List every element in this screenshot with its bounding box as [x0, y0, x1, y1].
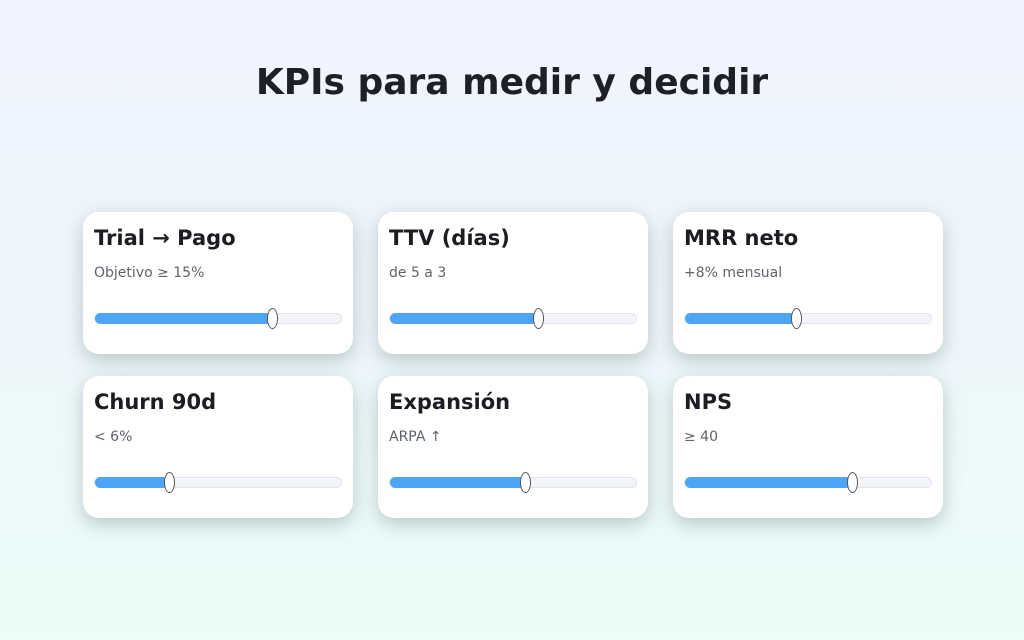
- kpi-subtitle: Objetivo ≥ 15%: [94, 265, 205, 281]
- slider-thumb[interactable]: [790, 308, 802, 329]
- kpi-grid: Trial → Pago Objetivo ≥ 15% TTV (días) de …: [83, 212, 943, 518]
- slider-thumb[interactable]: [520, 472, 532, 493]
- slider-fill: [390, 313, 538, 324]
- kpi-slider[interactable]: [389, 472, 637, 493]
- kpi-subtitle: ≥ 40: [684, 429, 718, 445]
- kpi-subtitle: < 6%: [94, 429, 133, 445]
- kpi-title: Churn 90d: [94, 390, 217, 414]
- kpi-title: MRR neto: [684, 226, 799, 250]
- slider-fill: [390, 477, 526, 488]
- slider-fill: [685, 477, 853, 488]
- kpi-card: Trial → Pago Objetivo ≥ 15%: [83, 212, 353, 354]
- slider-thumb[interactable]: [267, 308, 279, 329]
- kpi-slider[interactable]: [684, 472, 932, 493]
- kpi-slider[interactable]: [684, 308, 932, 329]
- kpi-title: Trial → Pago: [94, 226, 236, 250]
- kpi-subtitle: ARPA ↑: [389, 429, 442, 445]
- kpi-slider[interactable]: [94, 308, 342, 329]
- kpi-slider[interactable]: [94, 472, 342, 493]
- kpi-title: NPS: [684, 390, 733, 414]
- kpi-title: Expansión: [389, 390, 511, 414]
- kpi-card: TTV (días) de 5 a 3: [378, 212, 648, 354]
- kpi-card: MRR neto +8% mensual: [673, 212, 943, 354]
- slider-fill: [95, 313, 273, 324]
- kpi-card: Expansión ARPA ↑: [378, 376, 648, 518]
- kpi-card: Churn 90d < 6%: [83, 376, 353, 518]
- kpi-subtitle: +8% mensual: [684, 265, 783, 281]
- kpi-slider[interactable]: [389, 308, 637, 329]
- slider-fill: [685, 313, 796, 324]
- slider-fill: [95, 477, 169, 488]
- page-title: KPIs para medir y decidir: [255, 62, 769, 103]
- kpi-title: TTV (días): [389, 226, 510, 250]
- slider-thumb[interactable]: [532, 308, 544, 329]
- kpi-subtitle: de 5 a 3: [389, 265, 447, 281]
- slider-thumb[interactable]: [163, 472, 175, 493]
- kpi-card: NPS ≥ 40: [673, 376, 943, 518]
- slider-thumb[interactable]: [847, 472, 859, 493]
